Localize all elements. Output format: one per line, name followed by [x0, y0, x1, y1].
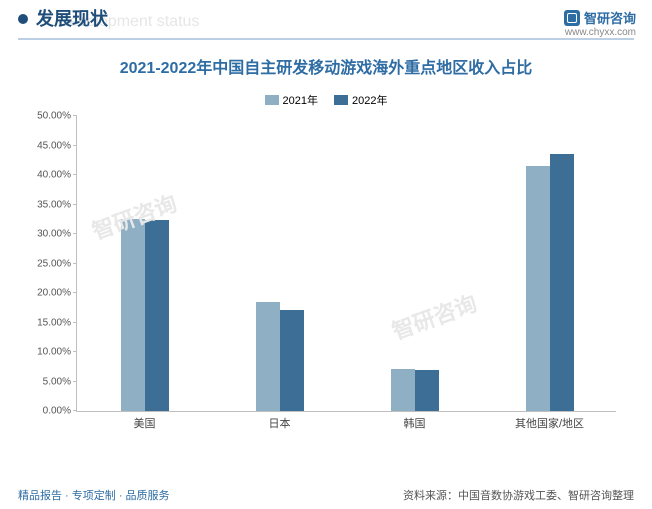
x-axis-label: 其他国家/地区: [515, 415, 584, 431]
legend-item: 2022年: [334, 92, 387, 108]
y-axis-label: 0.00%: [23, 406, 71, 417]
bars-layer: 美国日本韩国其他国家/地区: [77, 116, 616, 411]
bar: [550, 154, 574, 411]
y-axis-label: 25.00%: [23, 258, 71, 269]
y-axis-label: 40.00%: [23, 170, 71, 181]
y-axis-label: 45.00%: [23, 140, 71, 151]
y-axis-label: 10.00%: [23, 347, 71, 358]
chart-area: 美国日本韩国其他国家/地区 0.00%5.00%10.00%15.00%20.0…: [22, 116, 622, 436]
y-tick: [73, 351, 77, 352]
brand-name: 智研咨询: [584, 8, 636, 27]
y-tick: [73, 292, 77, 293]
chart-title: 2021-2022年中国自主研发移动游戏海外重点地区收入占比: [0, 54, 652, 78]
bar: [145, 220, 169, 411]
y-axis-label: 35.00%: [23, 199, 71, 210]
brand-block: 智研咨询 www.chyxx.com: [564, 8, 636, 38]
chart-legend: 2021年 2022年: [0, 92, 652, 108]
header-bullet: [18, 14, 28, 24]
footer-left: 精品报告 · 专项定制 · 品质服务: [18, 487, 170, 503]
y-tick: [73, 410, 77, 411]
legend-swatch: [334, 95, 348, 105]
plot-area: 美国日本韩国其他国家/地区 0.00%5.00%10.00%15.00%20.0…: [76, 116, 616, 412]
y-axis-label: 30.00%: [23, 229, 71, 240]
x-axis-label: 美国: [134, 415, 156, 431]
y-tick: [73, 174, 77, 175]
y-tick: [73, 263, 77, 264]
bar: [526, 166, 550, 411]
legend-swatch: [265, 95, 279, 105]
y-tick: [73, 145, 77, 146]
brand-url: www.chyxx.com: [564, 27, 636, 38]
bar: [280, 310, 304, 411]
y-tick: [73, 115, 77, 116]
y-axis-label: 50.00%: [23, 111, 71, 122]
y-axis-label: 20.00%: [23, 288, 71, 299]
y-tick: [73, 233, 77, 234]
y-axis-label: 5.00%: [23, 376, 71, 387]
y-axis-label: 15.00%: [23, 317, 71, 328]
y-tick: [73, 322, 77, 323]
bar: [415, 370, 439, 411]
legend-item: 2021年: [265, 92, 318, 108]
legend-label: 2021年: [283, 92, 318, 108]
x-axis-label: 日本: [269, 415, 291, 431]
legend-label: 2022年: [352, 92, 387, 108]
bar: [391, 369, 415, 411]
x-axis-label: 韩国: [404, 415, 426, 431]
y-tick: [73, 204, 77, 205]
header-title-cn: 发展现状: [36, 10, 108, 28]
bar: [121, 219, 145, 411]
header-underline: [18, 38, 634, 40]
brand-icon: [564, 10, 580, 26]
bar: [256, 302, 280, 411]
y-tick: [73, 381, 77, 382]
footer-source: 资料来源：中国音数协游戏工委、智研咨询整理: [403, 487, 634, 503]
